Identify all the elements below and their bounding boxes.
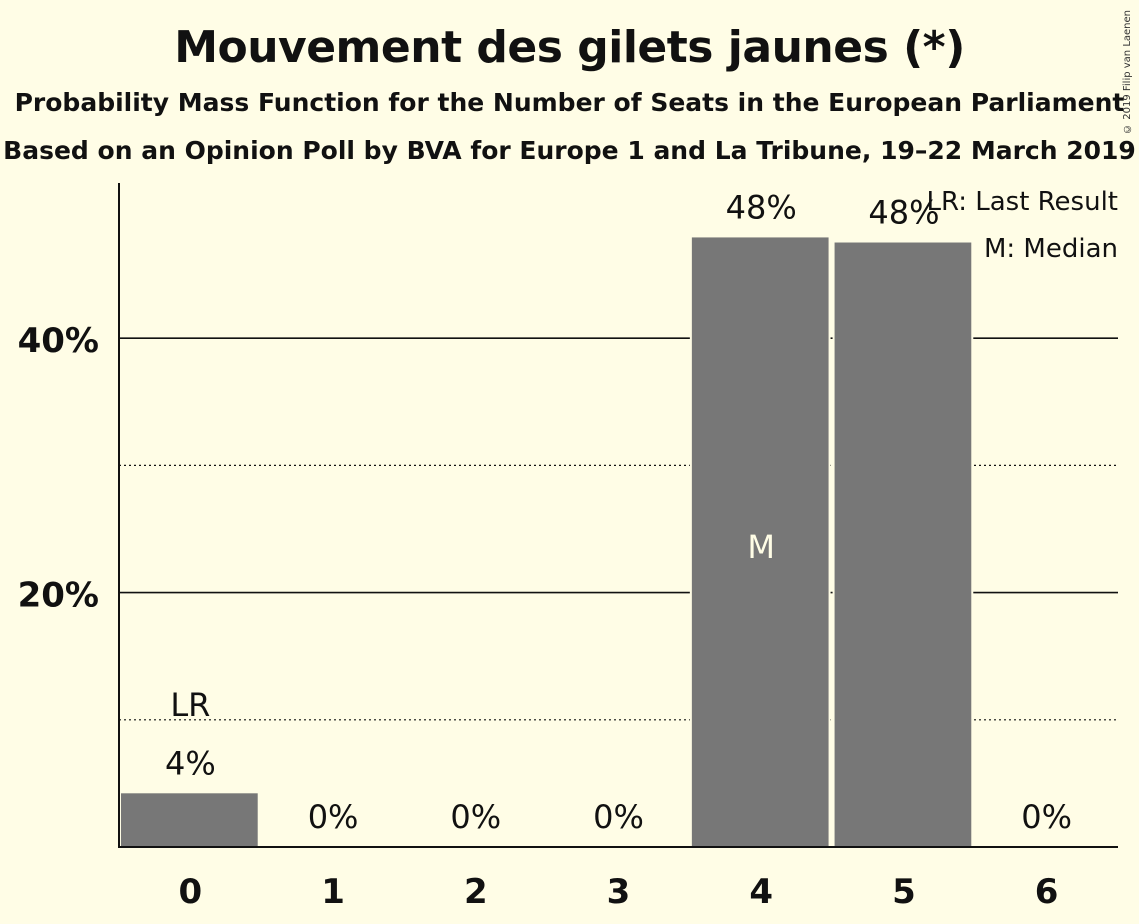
chart-source: Based on an Opinion Poll by BVA for Euro… xyxy=(3,136,1136,165)
x-tick-label: 1 xyxy=(321,872,345,912)
data-label: 48% xyxy=(726,188,797,226)
data-label: 0% xyxy=(1021,798,1072,836)
legend-median: M: Median xyxy=(984,234,1118,264)
legend-last-result: LR: Last Result xyxy=(926,187,1118,217)
bar xyxy=(832,240,974,848)
x-tick-label: 4 xyxy=(749,872,773,912)
x-tick-label: 2 xyxy=(464,872,488,912)
chart-subtitle: Probability Mass Function for the Number… xyxy=(14,88,1125,117)
data-label: 0% xyxy=(450,798,501,836)
data-label: 4% xyxy=(165,744,216,782)
bar xyxy=(119,791,260,848)
x-tick-label: 0 xyxy=(179,872,203,912)
y-tick-label: 40% xyxy=(18,321,99,361)
y-tick-label: 20% xyxy=(18,576,99,616)
x-tick-label: 3 xyxy=(607,872,631,912)
chart-title: Mouvement des gilets jaunes (*) xyxy=(174,22,965,73)
x-tick-label: 6 xyxy=(1035,872,1059,912)
data-label: 48% xyxy=(868,194,939,232)
median-marker: M xyxy=(747,528,775,566)
data-label: 0% xyxy=(308,798,359,836)
bar xyxy=(689,235,831,848)
x-tick-label: 5 xyxy=(892,872,916,912)
last-result-marker: LR xyxy=(170,686,210,724)
data-label: 0% xyxy=(593,798,644,836)
